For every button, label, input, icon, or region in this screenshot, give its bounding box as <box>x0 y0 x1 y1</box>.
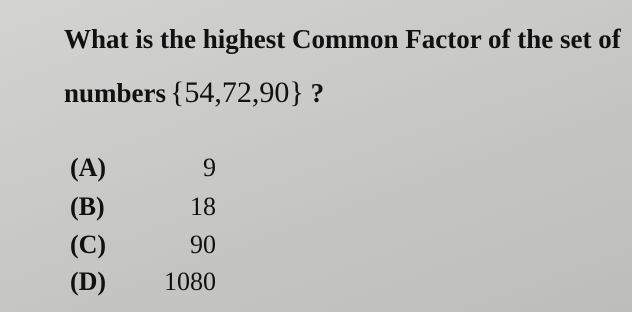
option-label: (D) <box>70 267 107 296</box>
number-set: {54,72,90} <box>170 76 304 109</box>
question-line: What is the highest Common Factor of the… <box>64 24 621 54</box>
option-label: (B) <box>70 192 105 221</box>
option-label: (A) <box>70 153 107 182</box>
option-value: 18 <box>190 192 216 221</box>
question-text: numbers <box>64 78 167 108</box>
option-value: 90 <box>190 230 216 259</box>
option-value: 1080 <box>164 267 216 296</box>
option-label: (C) <box>70 230 107 259</box>
option-value: 9 <box>203 153 216 182</box>
question-mark: ? <box>310 78 325 108</box>
question-line: numbers {54,72,90} ? <box>64 76 324 110</box>
